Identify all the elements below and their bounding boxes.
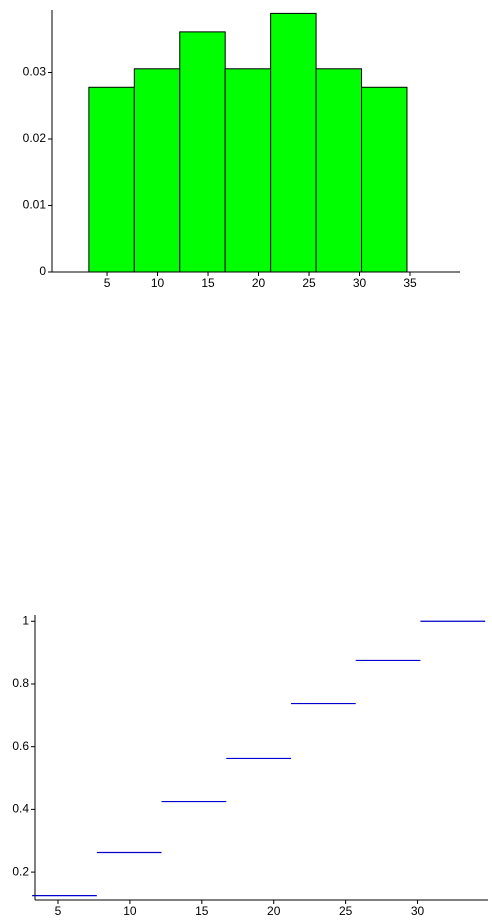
x-tick-label: 10 <box>151 276 165 290</box>
y-tick-label: 0.02 <box>23 131 47 145</box>
bar <box>88 86 135 273</box>
x-tick-label: 20 <box>252 276 266 290</box>
x-tick-label: 15 <box>201 276 215 290</box>
x-tick-label: 25 <box>339 904 353 918</box>
x-tick-label: 35 <box>403 276 417 290</box>
bar <box>133 68 181 273</box>
x-tick-label: 10 <box>123 904 137 918</box>
bar <box>361 86 408 273</box>
bar <box>270 12 317 273</box>
bar <box>224 68 272 273</box>
y-tick-label: 0 <box>39 264 46 278</box>
x-tick-label: 20 <box>267 904 281 918</box>
y-tick-label: 0.01 <box>23 198 47 212</box>
x-tick-label: 15 <box>195 904 209 918</box>
x-tick-label: 5 <box>55 904 62 918</box>
x-tick-label: 30 <box>353 276 367 290</box>
x-tick-label: 25 <box>302 276 316 290</box>
x-tick-label: 5 <box>104 276 111 290</box>
y-tick-label: 0.2 <box>12 864 29 878</box>
bar <box>315 68 363 273</box>
y-tick-label: 0.8 <box>12 676 29 690</box>
y-tick-label: 1 <box>22 613 29 627</box>
x-tick-label: 30 <box>411 904 425 918</box>
y-tick-label: 0.6 <box>12 739 29 753</box>
y-tick-label: 0.4 <box>12 802 29 816</box>
bar <box>179 31 226 273</box>
y-tick-label: 0.03 <box>23 65 47 79</box>
